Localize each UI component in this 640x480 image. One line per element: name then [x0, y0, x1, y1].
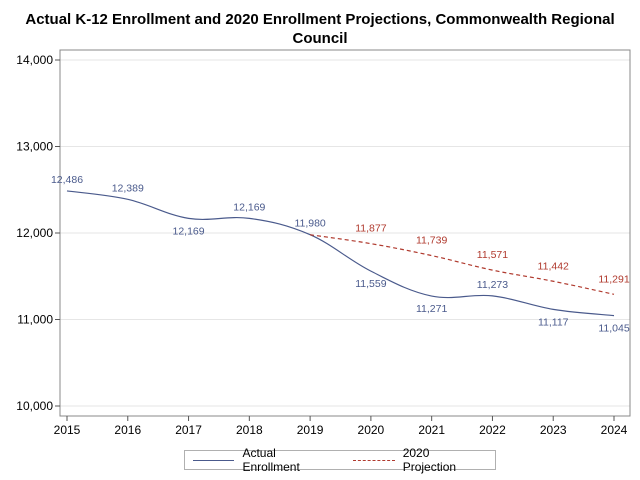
data-label-projection: 11,739: [416, 235, 447, 247]
data-label-actual: 12,486: [51, 174, 83, 186]
data-label-actual: 11,117: [538, 316, 569, 328]
chart-title-line-1: Actual K-12 Enrollment and 2020 Enrollme…: [25, 11, 615, 28]
data-label-actual: 11,559: [355, 278, 386, 290]
legend-item-actual: Actual Enrollment: [193, 446, 335, 474]
x-tick-label: 2023: [540, 423, 567, 437]
y-tick-label: 10,000: [16, 399, 53, 413]
data-label-actual: 11,273: [477, 279, 508, 291]
x-axis: 2015 2016 2017 2018 2019 2020 2021 2022 2023 2024: [54, 416, 628, 437]
x-tick-label: 2024: [601, 423, 628, 437]
data-label-projection: 11,442: [538, 260, 569, 272]
legend-swatch-projection: [353, 459, 395, 461]
chart-title: Actual K-12 Enrollment and 2020 Enrollme…: [0, 10, 640, 48]
legend-swatch-actual: [193, 459, 235, 461]
legend-item-projection: 2020 Projection: [353, 446, 485, 474]
gridlines: [60, 59, 630, 407]
legend-label-projection: 2020 Projection: [402, 446, 457, 474]
series-group: [66, 190, 615, 317]
data-label-actual: 11,980: [294, 218, 325, 230]
y-tick-label: 13,000: [16, 140, 53, 154]
x-tick-label: 2022: [479, 423, 506, 437]
series-line-actual: [66, 190, 615, 317]
x-tick-label: 2019: [297, 423, 324, 437]
data-label-projection: 11,291: [598, 273, 629, 285]
x-tick-label: 2020: [358, 423, 385, 437]
series-line-projection: [310, 234, 615, 295]
legend-label-actual: Actual Enrollment: [242, 446, 300, 474]
data-label-actual: 12,169: [172, 225, 204, 237]
x-tick-label: 2015: [54, 423, 81, 437]
data-label-actual: 11,045: [598, 323, 629, 335]
y-tick-label: 12,000: [16, 226, 53, 240]
x-tick-label: 2018: [236, 423, 263, 437]
x-tick-label: 2016: [114, 423, 141, 437]
x-tick-label: 2017: [175, 423, 202, 437]
x-tick-label: 2021: [418, 423, 445, 437]
y-tick-label: 14,000: [16, 53, 53, 67]
legend: Actual Enrollment 2020 Projection: [184, 446, 496, 474]
data-label-actual: 12,169: [233, 201, 265, 213]
chart-title-line-2: Council: [292, 30, 348, 47]
data-label-projection: 11,571: [477, 249, 508, 261]
data-label-actual: 12,389: [112, 182, 144, 194]
data-label-projection: 11,877: [355, 223, 386, 235]
y-axis: 10,000 11,000 12,000 13,000 14,000: [16, 53, 60, 413]
data-label-actual: 11,271: [416, 303, 447, 315]
data-labels: 12,486 12,389 12,169 12,169 11,980 11,559 11,2…: [51, 174, 630, 335]
y-tick-label: 11,000: [17, 313, 53, 327]
